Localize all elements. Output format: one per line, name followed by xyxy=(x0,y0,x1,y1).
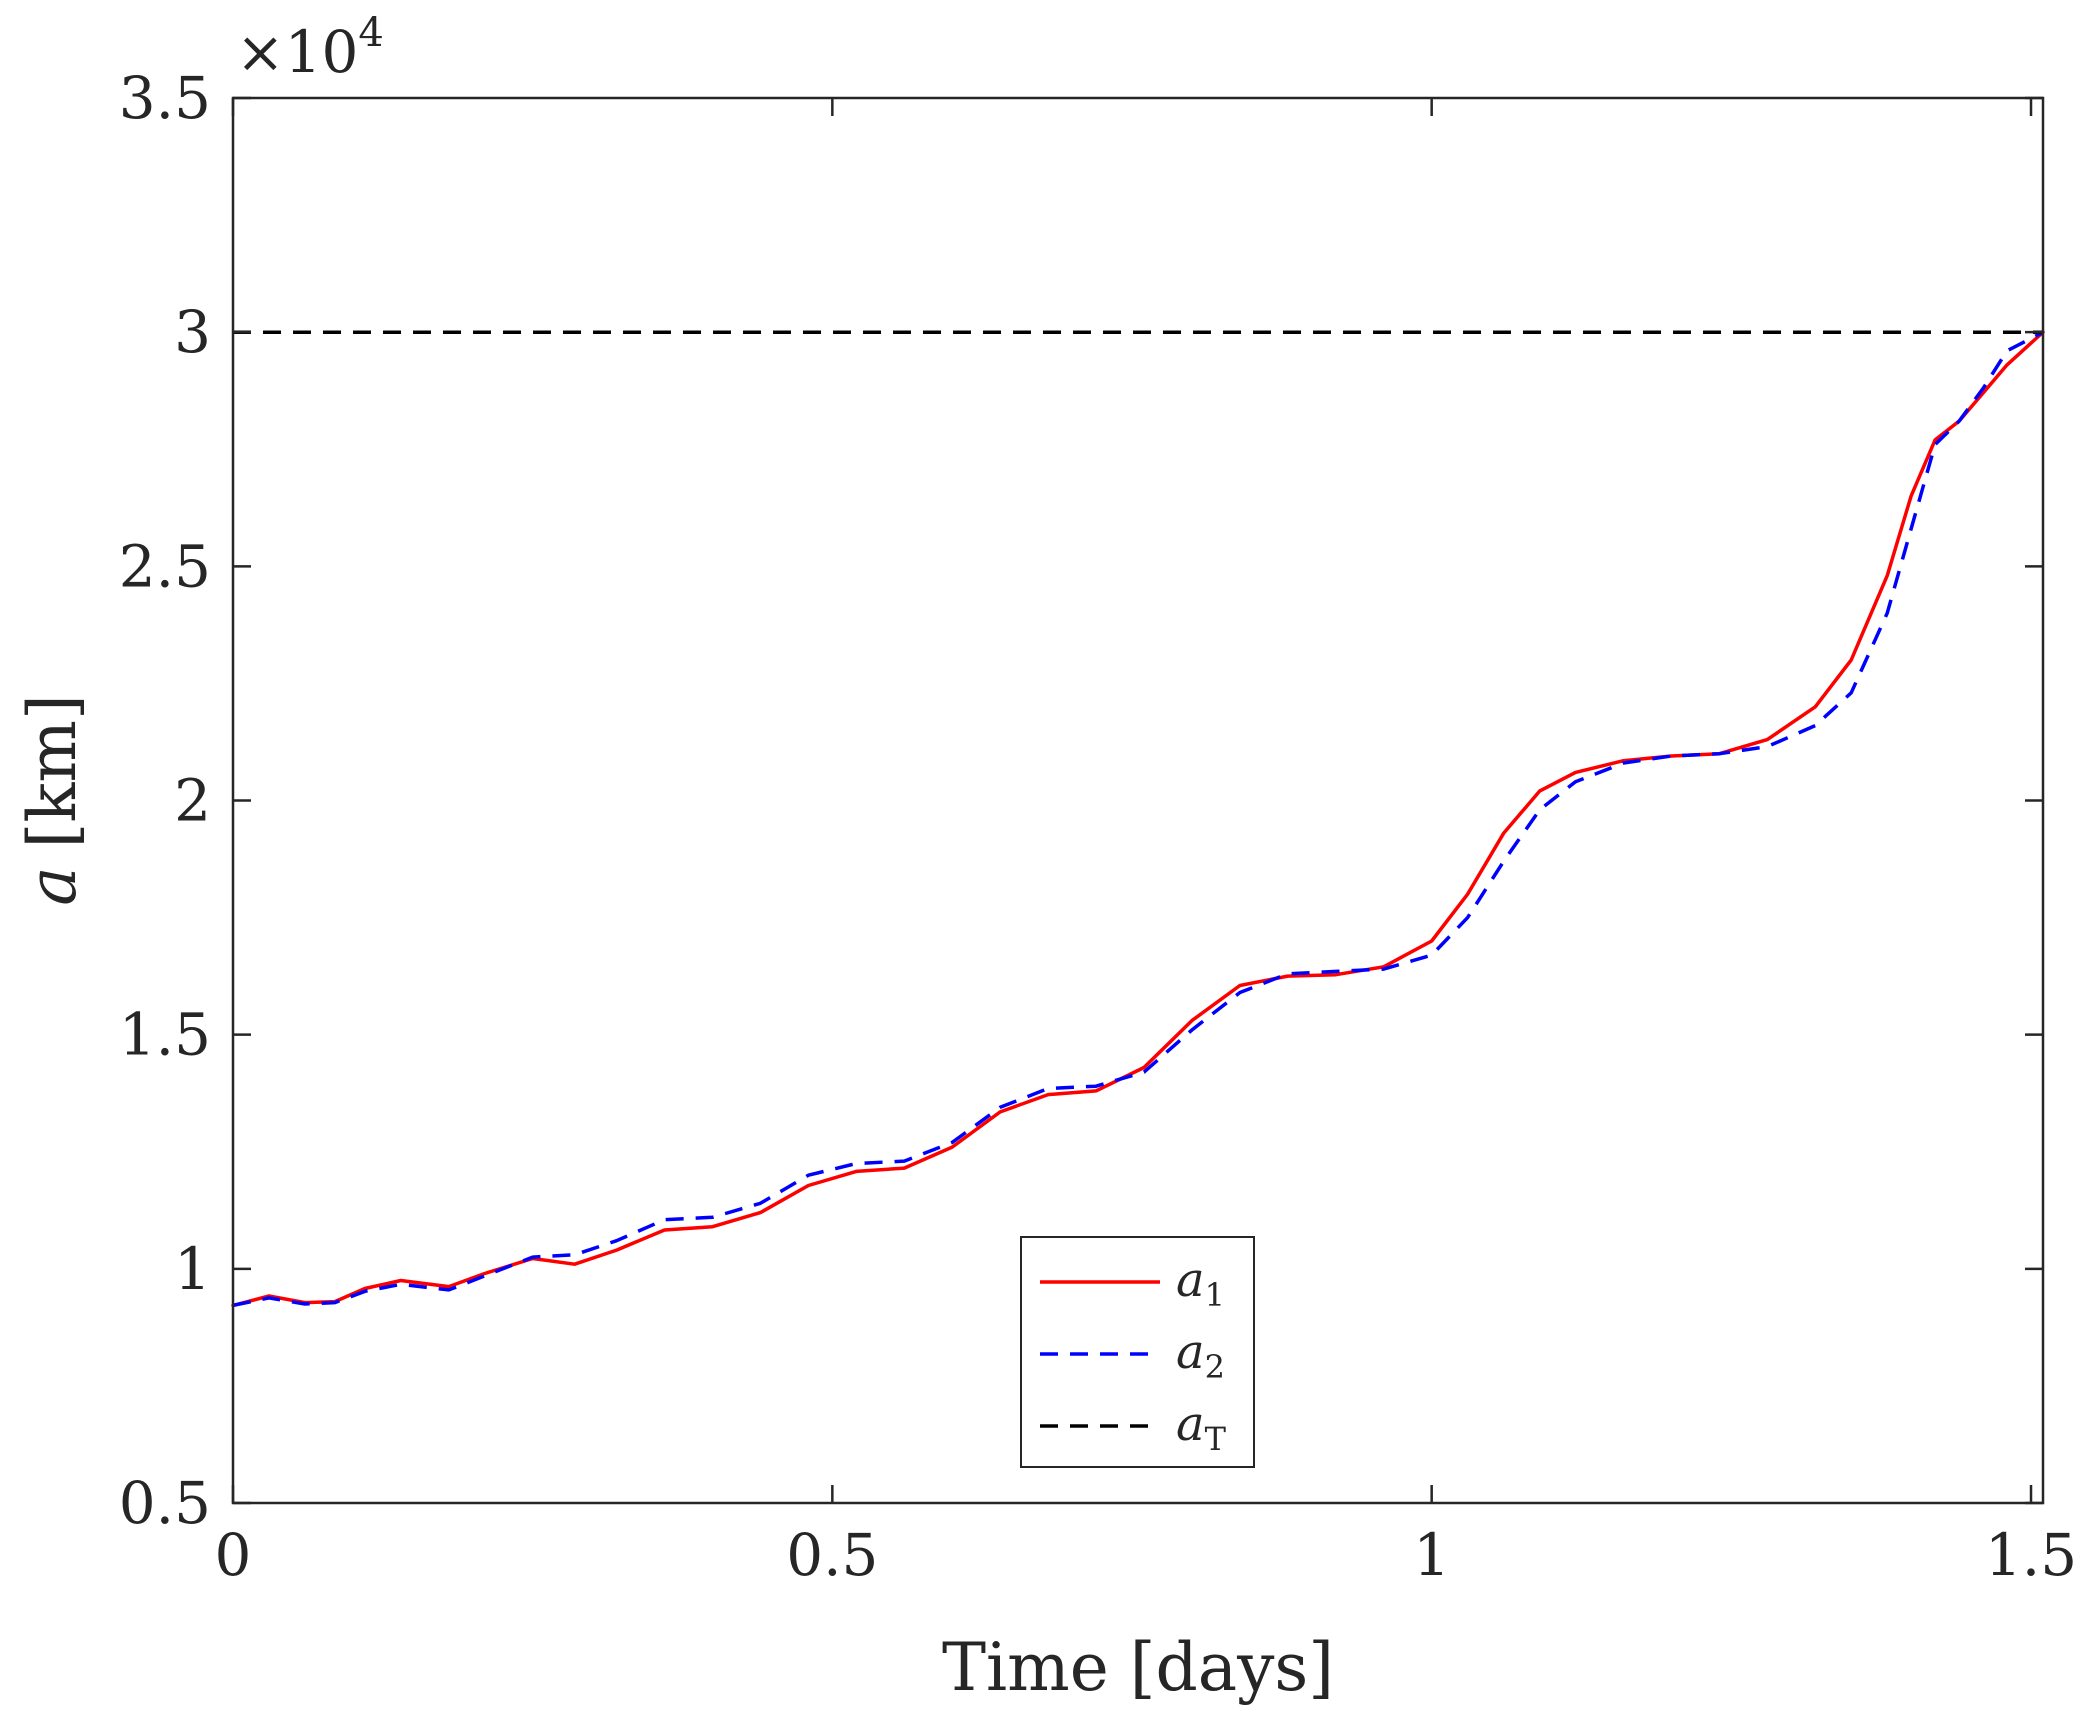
y-axis-title: a [km] xyxy=(14,694,91,905)
x-tick-label: 1 xyxy=(1413,1521,1450,1589)
x-tick-label: 0.5 xyxy=(786,1521,878,1589)
legend-entries: a1 a2 aT xyxy=(1040,1252,1227,1458)
x-axis-title: Time [days] xyxy=(942,1629,1334,1706)
y-tick-label: 1 xyxy=(174,1235,211,1303)
series-line-a2 xyxy=(232,330,2044,1308)
legend-label-a2: a2 xyxy=(1176,1324,1225,1386)
y-axis-multiplier-exponent: 4 xyxy=(358,10,383,56)
legend: a1 a2 aT xyxy=(1020,1236,1255,1468)
y-axis-ticks: 0.5 1 1.5 2 2.5 3 3.5 xyxy=(119,64,2043,1537)
legend-box xyxy=(1020,1236,1255,1468)
x-tick-label: 1.5 xyxy=(1985,1521,2077,1589)
y-tick-label: 0.5 xyxy=(119,1469,211,1537)
y-axis-title-symbol: a xyxy=(14,866,91,905)
y-tick-label: 1.5 xyxy=(119,1001,211,1069)
y-axis-title-unit: [km] xyxy=(14,694,91,848)
series-layer xyxy=(231,330,2045,1308)
legend-label-a1: a1 xyxy=(1176,1252,1225,1314)
y-tick-label: 3.5 xyxy=(119,64,211,132)
x-tick-label: 0 xyxy=(215,1521,252,1589)
x-axis-ticks: 0 0.5 1 1.5 xyxy=(215,98,2077,1589)
y-tick-label: 3 xyxy=(174,298,211,366)
y-axis-multiplier-base: ×10 xyxy=(236,18,358,86)
y-tick-label: 2.5 xyxy=(119,532,211,600)
y-tick-label: 2 xyxy=(174,767,211,835)
legend-label-aT: aT xyxy=(1176,1396,1227,1458)
y-axis-multiplier: ×104 xyxy=(236,10,384,86)
